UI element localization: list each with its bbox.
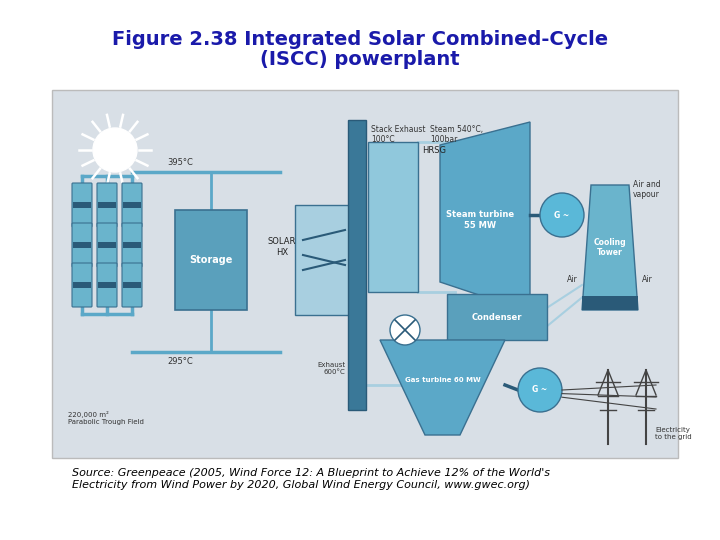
Text: Steam turbine
55 MW: Steam turbine 55 MW [446, 210, 514, 230]
Text: 220,000 m²
Parabolic Trough Field: 220,000 m² Parabolic Trough Field [68, 411, 144, 425]
FancyBboxPatch shape [72, 223, 92, 267]
Bar [123, 282, 141, 288]
Text: Air and
vapour: Air and vapour [633, 180, 661, 199]
Text: Figure 2.38 Integrated Solar Combined-Cycle: Figure 2.38 Integrated Solar Combined-Cy… [112, 30, 608, 49]
Bar [295, 205, 353, 315]
Text: G ~: G ~ [532, 386, 548, 395]
Bar [368, 142, 418, 292]
Text: Steam 540°C,
100bar: Steam 540°C, 100bar [430, 125, 483, 144]
FancyBboxPatch shape [72, 263, 92, 307]
Bar [447, 294, 547, 340]
Bar [98, 282, 116, 288]
Bar [98, 202, 116, 208]
Text: Cooling
Tower: Cooling Tower [594, 238, 626, 257]
Text: Air: Air [567, 275, 578, 285]
FancyBboxPatch shape [97, 263, 117, 307]
Text: 295°C: 295°C [167, 357, 193, 366]
FancyBboxPatch shape [122, 263, 142, 307]
Text: Exhaust
600°C: Exhaust 600°C [317, 362, 345, 375]
Text: Electricity
to the grid: Electricity to the grid [655, 427, 692, 440]
Text: Stack Exhaust
100°C: Stack Exhaust 100°C [371, 125, 426, 144]
Text: G ~: G ~ [554, 211, 570, 219]
Bar [123, 202, 141, 208]
FancyBboxPatch shape [97, 223, 117, 267]
Bar [123, 242, 141, 248]
Text: 395°C: 395°C [167, 158, 193, 167]
Bar [73, 282, 91, 288]
Circle shape [518, 368, 562, 412]
Bar [348, 120, 366, 410]
Circle shape [390, 315, 420, 345]
FancyBboxPatch shape [72, 183, 92, 227]
Text: SOLAR
HX: SOLAR HX [268, 237, 296, 256]
Circle shape [540, 193, 584, 237]
Text: Gas turbine 60 MW: Gas turbine 60 MW [405, 377, 481, 383]
Polygon shape [380, 340, 505, 435]
Bar [175, 210, 247, 310]
Polygon shape [440, 122, 530, 312]
Bar [98, 242, 116, 248]
Circle shape [93, 128, 137, 172]
FancyBboxPatch shape [97, 183, 117, 227]
Text: Air: Air [642, 275, 653, 285]
Text: Storage: Storage [189, 255, 233, 265]
Polygon shape [582, 185, 638, 310]
FancyBboxPatch shape [122, 223, 142, 267]
Bar [582, 296, 638, 310]
Text: (ISCC) powerplant: (ISCC) powerplant [260, 50, 460, 69]
Bar [73, 242, 91, 248]
Text: Condenser: Condenser [472, 313, 522, 321]
Text: Source: Greenpeace (2005, Wind Force 12: A Blueprint to Achieve 12% of the World: Source: Greenpeace (2005, Wind Force 12:… [72, 468, 550, 490]
Text: HRSG: HRSG [422, 146, 446, 155]
FancyBboxPatch shape [52, 90, 678, 458]
Bar [73, 202, 91, 208]
FancyBboxPatch shape [122, 183, 142, 227]
